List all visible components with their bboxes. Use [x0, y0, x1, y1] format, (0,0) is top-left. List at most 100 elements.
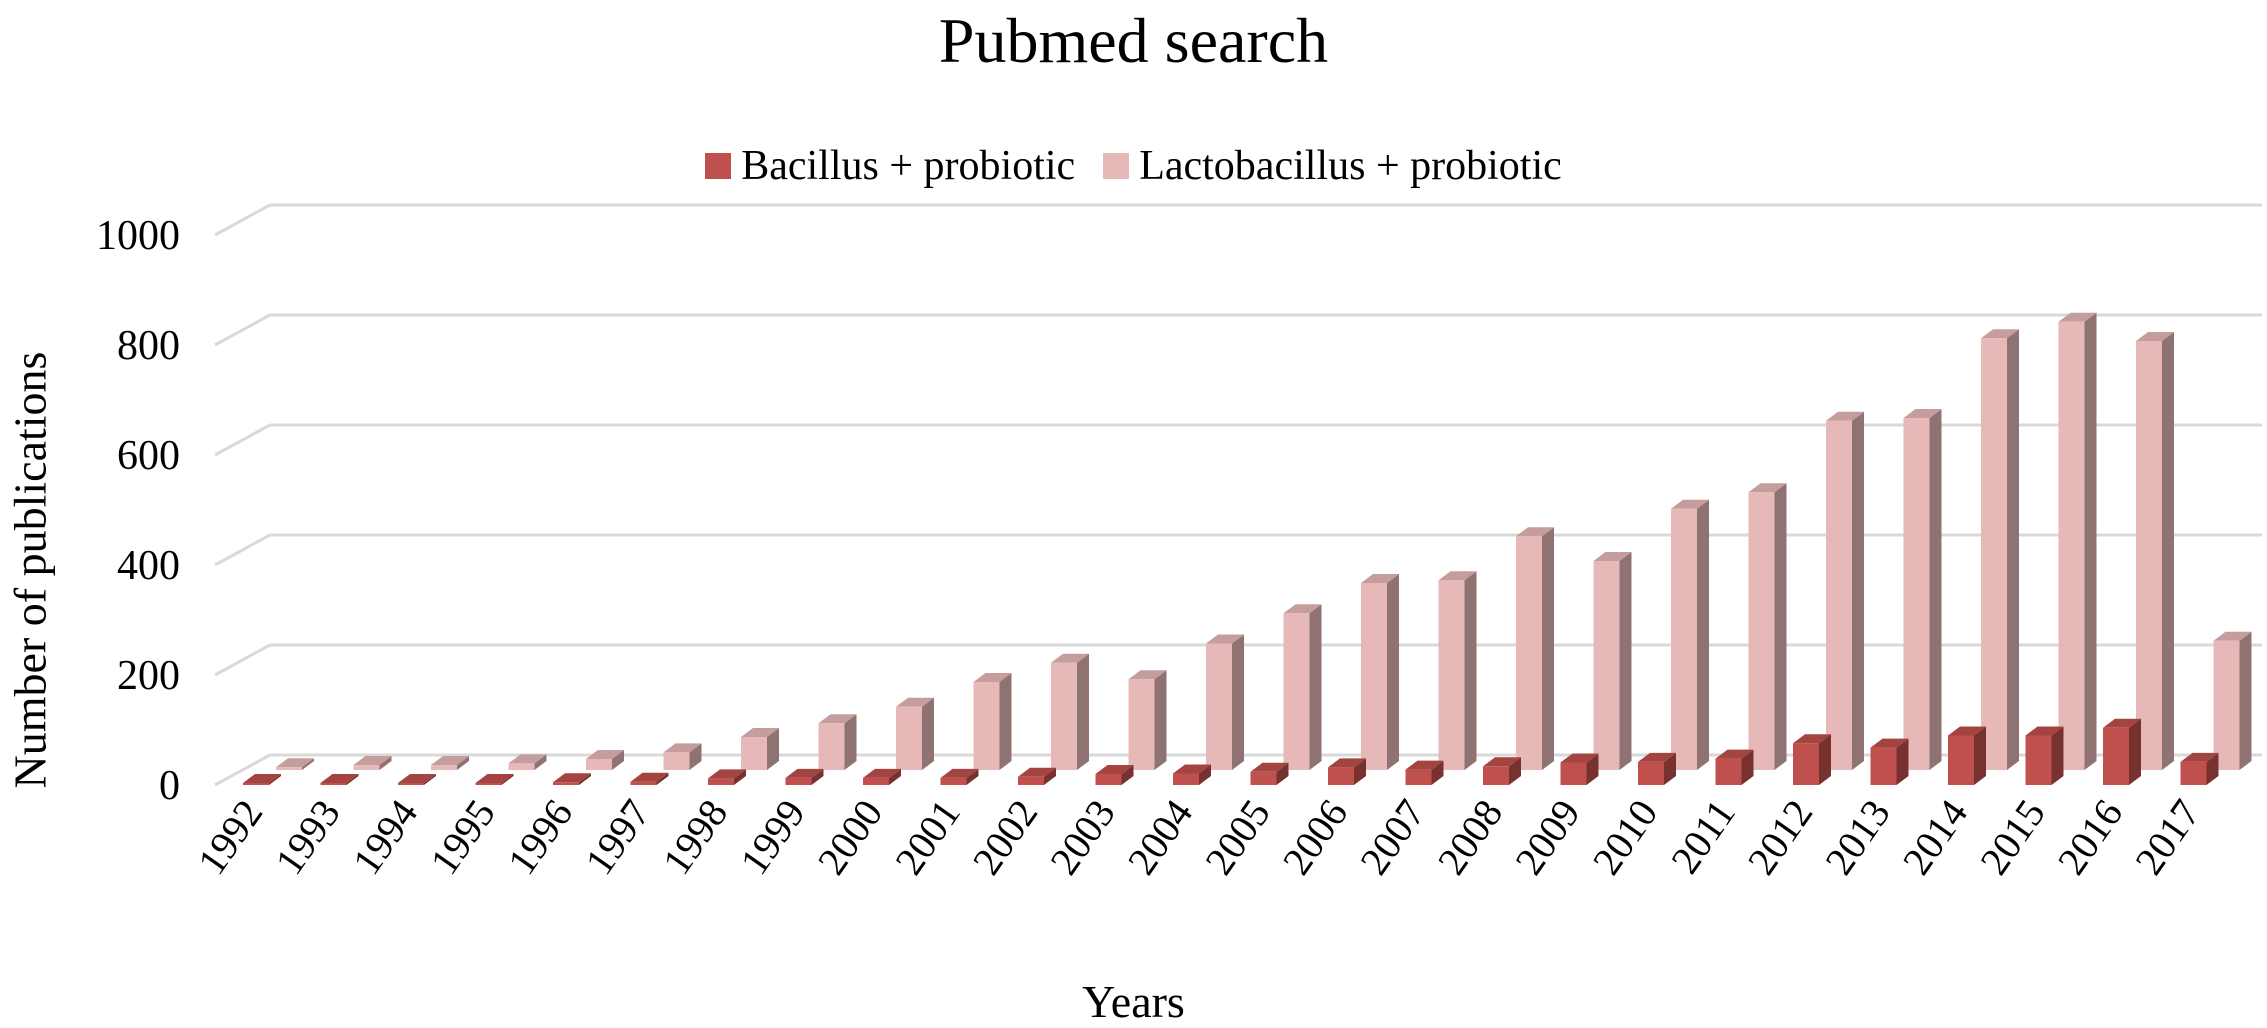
x-tick-label: 2003: [1041, 791, 1124, 882]
x-tick-label: 2001: [886, 791, 969, 882]
bar-lactobacillus-top: [1128, 670, 1167, 680]
x-tick-label: 1993: [266, 791, 349, 882]
bar-bacillus-side: [889, 768, 901, 785]
gridline-diagonal: [214, 533, 271, 567]
bar-bacillus: [2103, 727, 2129, 785]
bar-lactobacillus: [276, 767, 302, 770]
bar-lactobacillus-side: [1697, 499, 1709, 770]
bar-bacillus: [1018, 776, 1044, 785]
bar-bacillus: [708, 778, 734, 785]
bar-bacillus-top: [1328, 758, 1366, 768]
legend: Bacillus + probiotic Lactobacillus + pro…: [0, 142, 2267, 190]
bar-bacillus-side: [734, 769, 746, 785]
bar-lactobacillus-side: [534, 754, 547, 770]
bar-bacillus-side: [2129, 718, 2141, 785]
bar-lactobacillus: [1361, 583, 1387, 770]
bar-bacillus-top: [1638, 752, 1676, 762]
bar-lactobacillus-side: [1619, 552, 1632, 770]
bar-bacillus-top: [2025, 726, 2064, 736]
bar-lactobacillus-side: [379, 756, 392, 770]
x-tick-label: 2000: [809, 791, 892, 882]
bar-lactobacillus-top: [1283, 604, 1322, 614]
bar-lactobacillus-top: [2058, 312, 2097, 322]
bar-lactobacillus: [1051, 662, 1077, 770]
bar-bacillus: [1483, 766, 1509, 785]
bar-bacillus: [1715, 758, 1742, 785]
x-tick-label: 2005: [1196, 791, 1279, 882]
bar-bacillus: [1793, 743, 1819, 785]
bar-bacillus-side: [346, 774, 359, 785]
bar-bacillus: [2025, 735, 2052, 785]
bar-lactobacillus-top: [1748, 483, 1787, 493]
bar-lactobacillus-side: [1774, 483, 1787, 770]
bar-lactobacillus-side: [844, 714, 857, 770]
x-tick-label: 1999: [731, 791, 814, 882]
bar-lactobacillus-top: [1903, 409, 1942, 418]
bar-lactobacillus-side: [1077, 653, 1089, 770]
bar-lactobacillus: [1438, 580, 1465, 770]
bar-lactobacillus-side: [999, 673, 1012, 770]
bar-lactobacillus: [2136, 341, 2162, 770]
y-tick-label: 600: [117, 433, 180, 479]
bar-lactobacillus-top: [1981, 329, 2019, 339]
bar-lactobacillus-side: [1387, 574, 1399, 770]
bar-lactobacillus-top: [663, 743, 702, 753]
legend-swatch-lactobacillus: [1103, 153, 1130, 179]
bar-lactobacillus-top: [1051, 653, 1089, 663]
gridline-diagonal: [214, 313, 271, 347]
bar-bacillus-side: [1741, 749, 1754, 785]
bar-lactobacillus-top: [741, 728, 779, 737]
bar-bacillus-top: [320, 774, 359, 783]
bar-lactobacillus-top: [1206, 634, 1244, 644]
bar-bacillus-side: [579, 773, 591, 785]
bar-bacillus: [1095, 774, 1122, 785]
bar-bacillus-side: [2206, 752, 2219, 785]
bar-lactobacillus: [1748, 492, 1775, 770]
bar-lactobacillus: [353, 765, 380, 770]
bar-bacillus: [2180, 761, 2207, 785]
bar-bacillus-top: [2180, 752, 2219, 762]
x-tick-label: 2006: [1274, 791, 1357, 882]
bar-lactobacillus: [896, 706, 922, 770]
bar-lactobacillus-top: [508, 754, 547, 764]
bar-bacillus: [1173, 773, 1199, 785]
bar-lactobacillus: [1516, 536, 1542, 770]
x-tick-label: 2015: [1971, 791, 2054, 882]
legend-label-bacillus: Bacillus + probiotic: [741, 143, 1076, 189]
bar-bacillus: [320, 783, 347, 785]
x-tick-label: 2008: [1429, 791, 1512, 882]
bar-bacillus-top: [1173, 764, 1211, 774]
bar-lactobacillus-side: [767, 728, 779, 770]
bar-bacillus-top: [1018, 767, 1056, 777]
x-tick-label: 2016: [2049, 791, 2132, 882]
bar-bacillus: [1250, 771, 1277, 785]
bar-lactobacillus-top: [1671, 499, 1709, 509]
bar-bacillus: [1948, 735, 1974, 785]
bar-lactobacillus-side: [689, 743, 702, 770]
bar-lactobacillus-side: [2162, 332, 2174, 770]
x-tick-label: 2010: [1584, 791, 1667, 882]
bar-bacillus: [475, 783, 502, 785]
bar-bacillus-side: [1896, 738, 1909, 785]
bar-lactobacillus: [818, 723, 845, 770]
bar-lactobacillus-side: [1464, 571, 1477, 770]
bar-bacillus-top: [475, 774, 514, 783]
bar-lactobacillus: [1671, 508, 1697, 770]
bar-bacillus-top: [863, 768, 901, 778]
bar-lactobacillus-top: [1516, 527, 1554, 537]
bar-lactobacillus-top: [818, 714, 857, 724]
bar-bacillus-side: [656, 772, 669, 785]
gridline-diagonal: [214, 203, 271, 237]
bar-lactobacillus-top: [276, 758, 314, 768]
bar-lactobacillus-side: [1929, 409, 1942, 770]
bar-bacillus: [940, 777, 967, 785]
bar-bacillus: [1870, 747, 1897, 785]
bar-lactobacillus: [1593, 561, 1620, 770]
x-tick-label: 2002: [964, 791, 1047, 882]
y-tick-label: 1000: [96, 213, 180, 259]
y-tick-label: 400: [117, 543, 180, 589]
bar-bacillus-side: [501, 774, 514, 785]
bar-lactobacillus-side: [1309, 604, 1322, 770]
bar-lactobacillus-top: [1826, 411, 1864, 421]
